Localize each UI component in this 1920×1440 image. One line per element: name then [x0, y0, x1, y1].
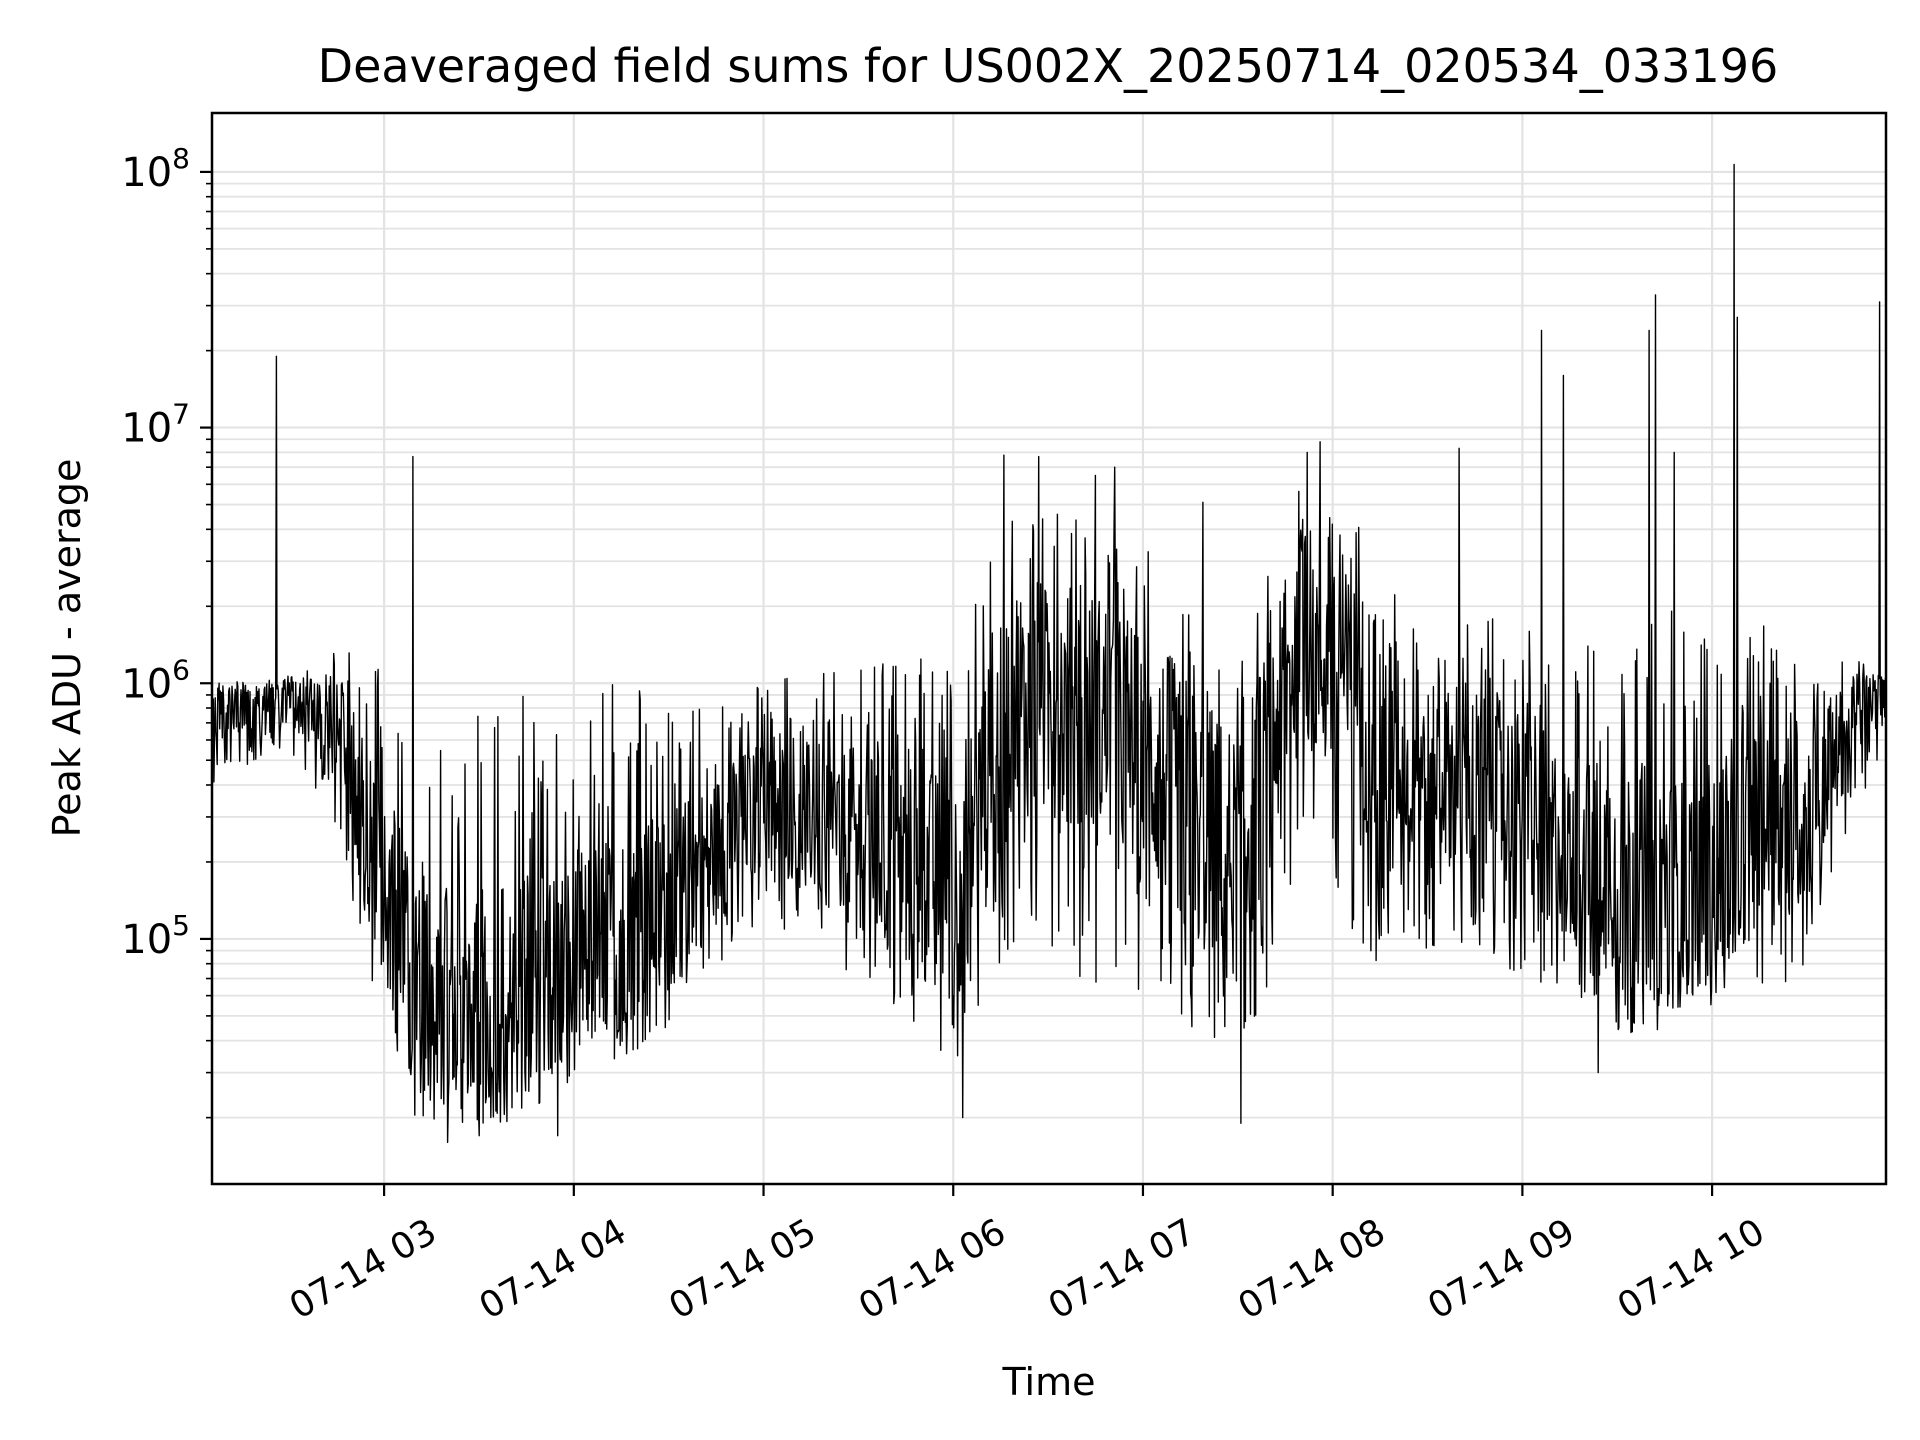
y-tick-label: 105: [121, 909, 190, 963]
y-axis-ticks: 105 106 107 108: [121, 142, 212, 1119]
x-axis-label: Time: [1002, 1360, 1096, 1404]
y-axis-label: Peak ADU - average: [45, 459, 89, 838]
chart-title: Deaveraged field sums for US002X_2025071…: [318, 39, 1779, 93]
series-line: [211, 163, 1887, 1144]
y-tick-label: 107: [121, 398, 190, 452]
series-line-path: [211, 163, 1887, 1144]
plot-frame: [210, 111, 1888, 1186]
y-tick-label: 106: [121, 653, 190, 707]
y-tick-label: 108: [121, 142, 190, 196]
